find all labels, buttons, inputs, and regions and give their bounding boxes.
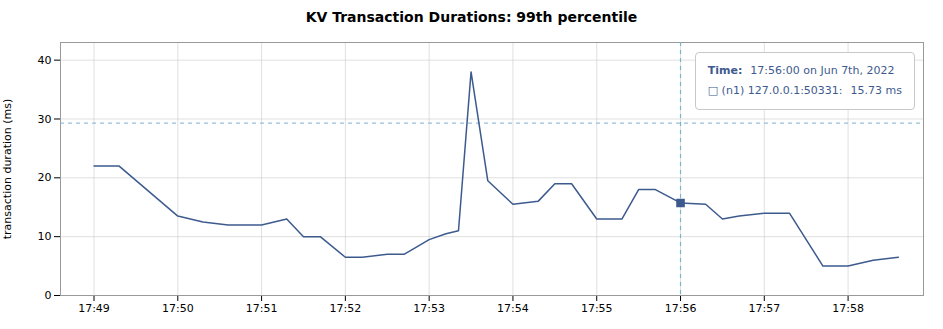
svg-text:10: 10: [38, 230, 52, 243]
svg-text:17:49: 17:49: [78, 302, 110, 315]
svg-text:30: 30: [38, 113, 52, 126]
html-text:KV Transaction Durations: 99th: KV Transaction Durations: 99th percentil…: [305, 9, 638, 25]
svg-text:17:58: 17:58: [832, 302, 864, 315]
svg-text:17:57: 17:57: [748, 302, 780, 315]
svg-text:17:55: 17:55: [581, 302, 613, 315]
svg-text:0: 0: [45, 289, 52, 302]
svg-text:17:56: 17:56: [665, 302, 697, 315]
html-text:17:56:00 on Jun 7th, 2022: 17:56:00 on Jun 7th, 2022: [750, 64, 895, 77]
svg-text:17:53: 17:53: [413, 302, 445, 315]
svg-text:transaction duration (ms): transaction duration (ms): [1, 99, 14, 239]
html-text:15.73 ms: 15.73 ms: [850, 84, 902, 97]
html-text:Time:: Time:: [707, 64, 743, 77]
svg-text:20: 20: [38, 171, 52, 184]
svg-text:17:52: 17:52: [330, 302, 362, 315]
svg-text:17:51: 17:51: [246, 302, 278, 315]
svg-text:17:50: 17:50: [162, 302, 194, 315]
svg-text:40: 40: [38, 54, 52, 67]
html-text:□ (n1) 127.0.0.1:50331:: □ (n1) 127.0.0.1:50331:: [707, 84, 843, 97]
svg-text:17:54: 17:54: [497, 302, 529, 315]
